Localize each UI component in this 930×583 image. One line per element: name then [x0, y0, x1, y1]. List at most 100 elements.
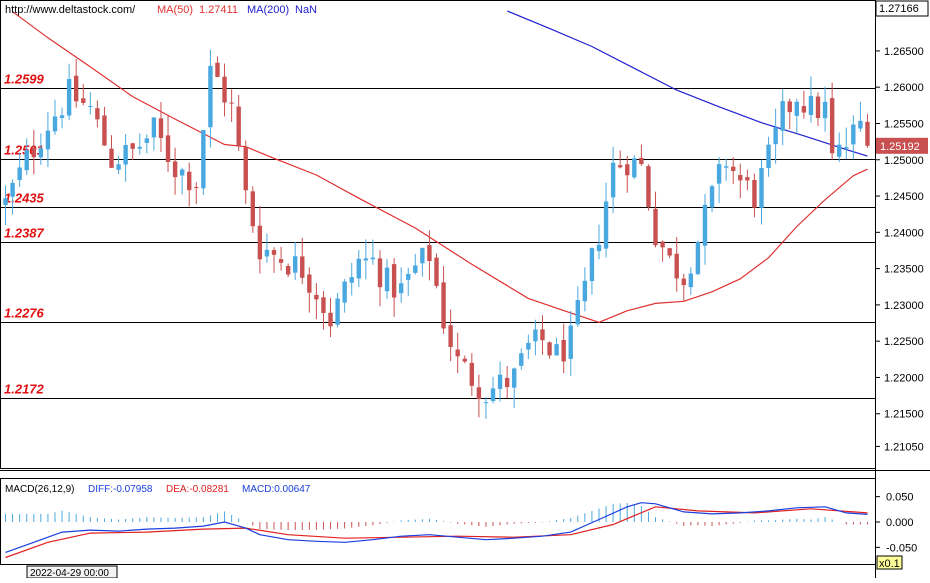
candle — [512, 367, 517, 408]
level-label-5: 1.2172 — [4, 382, 45, 397]
candle — [441, 266, 446, 334]
candle — [780, 89, 785, 146]
current-price-tag: 1.25192 — [876, 137, 928, 154]
candle — [596, 224, 602, 260]
ma200-series — [506, 10, 868, 157]
candle — [264, 233, 270, 263]
candle — [307, 267, 312, 313]
candle — [533, 319, 538, 356]
candle — [844, 127, 849, 160]
dea-line — [5, 506, 868, 559]
macd-indicator: 0.050 0.000 -0.050 — [5, 492, 917, 559]
candle — [3, 185, 8, 226]
y-tick-label: 1.25500 — [884, 118, 924, 130]
zoom-label[interactable]: x0.1 — [879, 558, 900, 570]
candle — [137, 133, 142, 155]
candles — [3, 49, 870, 419]
macd-diff-label: DIFF:-0.07958 — [88, 484, 153, 495]
ma50-series — [12, 11, 868, 323]
y-tick-label: 1.25000 — [884, 155, 924, 167]
candle — [165, 115, 171, 173]
level-label-2: 1.2435 — [4, 191, 45, 206]
candle — [24, 138, 29, 175]
candle — [391, 258, 397, 317]
candle — [752, 173, 757, 218]
candle — [236, 94, 241, 151]
source-url[interactable]: http://www.deltastock.com/ — [5, 4, 136, 16]
candle — [695, 240, 701, 276]
level-label-0: 1.2599 — [4, 72, 45, 87]
candle — [476, 374, 482, 418]
candle — [420, 247, 425, 277]
candle — [95, 100, 100, 128]
candle — [335, 293, 340, 328]
candle — [81, 84, 86, 106]
y-tick-label: 1.22000 — [884, 372, 924, 384]
candle — [759, 159, 764, 225]
candle — [639, 144, 644, 166]
macd-value-label: MACD:0.00647 — [242, 484, 311, 495]
candle — [858, 101, 863, 132]
candle — [427, 230, 432, 281]
candle — [356, 250, 361, 288]
candle — [716, 156, 722, 204]
candle — [257, 206, 263, 274]
candle — [667, 247, 672, 259]
y-tick-label: 1.26500 — [884, 46, 924, 58]
candle — [187, 162, 192, 207]
candle — [413, 254, 418, 275]
candle — [278, 246, 284, 271]
candle — [398, 267, 404, 303]
candle — [497, 361, 503, 402]
candle — [10, 179, 15, 215]
y-tick-label: 1.24000 — [884, 227, 924, 239]
candle — [158, 101, 164, 152]
candle — [709, 184, 715, 213]
candle — [300, 237, 305, 285]
candle — [123, 134, 128, 182]
candle — [17, 152, 22, 187]
candle — [773, 108, 778, 164]
candle — [483, 397, 489, 419]
candle — [865, 114, 870, 149]
candle — [561, 323, 566, 374]
date-label: 2022-04-29 00:00 — [30, 568, 109, 578]
candle — [328, 297, 333, 338]
candle — [589, 247, 595, 295]
candle — [59, 107, 65, 129]
y-tick-label: 1.21500 — [884, 409, 924, 421]
candle — [370, 239, 376, 265]
zoom-box[interactable] — [876, 555, 903, 570]
candle — [285, 263, 291, 278]
candle — [554, 337, 559, 356]
macd-dea-label: DEA:-0.08281 — [166, 484, 229, 495]
candle — [292, 241, 298, 280]
ma50-line — [12, 11, 868, 323]
candle — [243, 140, 248, 205]
candle — [526, 334, 531, 360]
candle — [144, 134, 150, 154]
candle — [822, 86, 828, 132]
y-tick-label: 1.21050 — [884, 441, 924, 453]
candle — [568, 310, 573, 376]
candle — [384, 259, 390, 299]
candle — [66, 63, 72, 121]
candle — [660, 240, 665, 262]
level-label-1: 1.2501 — [4, 143, 44, 158]
candle — [208, 49, 213, 148]
candle — [151, 117, 157, 151]
candle — [73, 59, 79, 108]
macd-tick-label: 0.000 — [886, 517, 914, 529]
y-tick-label: 1.23000 — [884, 300, 924, 312]
candle — [794, 98, 800, 133]
ma50-label: MA(50) — [157, 4, 193, 16]
ma200-value: NaN — [295, 4, 317, 16]
candle — [455, 332, 460, 374]
price-axis: 1.21050 1.21500 1.22000 1.22500 1.23000 1.235… — [875, 46, 924, 453]
candle — [731, 157, 736, 185]
candle — [377, 250, 383, 307]
candle — [808, 76, 814, 123]
candle — [851, 115, 856, 160]
ma200-line — [506, 10, 868, 157]
